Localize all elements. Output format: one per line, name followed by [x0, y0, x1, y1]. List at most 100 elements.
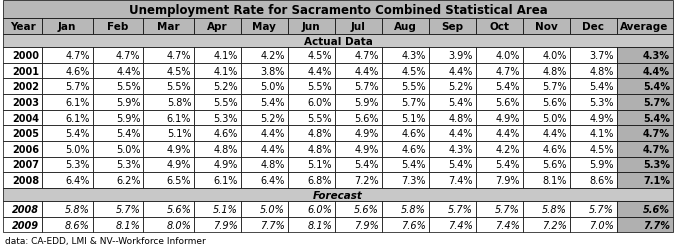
Text: 4.4%: 4.4%	[449, 66, 473, 76]
Bar	[143, 19, 194, 35]
Bar	[617, 19, 673, 35]
Bar	[194, 172, 241, 188]
Text: 8.0%: 8.0%	[166, 220, 191, 230]
Bar	[241, 48, 288, 64]
Text: 5.7%: 5.7%	[643, 98, 670, 108]
Bar	[42, 201, 93, 217]
Bar	[42, 172, 93, 188]
Bar	[335, 64, 382, 79]
Text: 7.2%: 7.2%	[354, 175, 379, 185]
Bar	[617, 201, 673, 217]
Bar	[429, 110, 476, 126]
Bar	[3, 1, 673, 19]
Text: 5.8%: 5.8%	[401, 204, 426, 214]
Text: 5.3%: 5.3%	[643, 160, 670, 170]
Text: 4.9%: 4.9%	[167, 144, 191, 154]
Text: 4.6%: 4.6%	[402, 129, 426, 138]
Text: 4.7%: 4.7%	[116, 51, 141, 61]
Bar	[3, 110, 42, 126]
Bar	[93, 19, 143, 35]
Text: 6.2%: 6.2%	[116, 175, 141, 185]
Text: 8.1%: 8.1%	[116, 220, 141, 230]
Text: 7.3%: 7.3%	[402, 175, 426, 185]
Bar	[335, 142, 382, 157]
Text: 5.7%: 5.7%	[589, 204, 614, 214]
Text: 6.0%: 6.0%	[308, 98, 332, 108]
Text: 5.7%: 5.7%	[402, 98, 426, 108]
Text: Apr: Apr	[207, 22, 228, 32]
Bar	[570, 79, 617, 95]
Text: Actual Data: Actual Data	[304, 36, 372, 46]
Bar	[241, 157, 288, 172]
Text: 8.6%: 8.6%	[65, 220, 90, 230]
Bar	[93, 64, 143, 79]
Bar	[335, 172, 382, 188]
Text: 5.4%: 5.4%	[496, 82, 520, 92]
Text: 4.3%: 4.3%	[402, 51, 426, 61]
Bar	[93, 157, 143, 172]
Bar	[42, 64, 93, 79]
Text: 4.4%: 4.4%	[449, 129, 473, 138]
Text: Average: Average	[621, 22, 669, 32]
Text: 7.4%: 7.4%	[448, 220, 473, 230]
Text: Aug: Aug	[394, 22, 416, 32]
Bar	[42, 48, 93, 64]
Bar	[570, 172, 617, 188]
Bar	[288, 201, 335, 217]
Bar	[241, 201, 288, 217]
Bar	[429, 201, 476, 217]
Bar	[523, 217, 570, 232]
Bar	[3, 188, 673, 201]
Text: 5.7%: 5.7%	[354, 82, 379, 92]
Bar	[570, 157, 617, 172]
Bar	[194, 79, 241, 95]
Text: 5.5%: 5.5%	[308, 113, 332, 123]
Bar	[241, 126, 288, 142]
Bar	[42, 142, 93, 157]
Text: 4.4%: 4.4%	[116, 66, 141, 76]
Text: 4.4%: 4.4%	[308, 66, 332, 76]
Bar	[288, 48, 335, 64]
Text: 5.6%: 5.6%	[542, 160, 567, 170]
Bar	[429, 95, 476, 110]
Text: 2005: 2005	[12, 129, 39, 138]
Bar	[288, 142, 335, 157]
Text: 5.3%: 5.3%	[589, 98, 614, 108]
Bar	[476, 110, 523, 126]
Text: 4.3%: 4.3%	[643, 51, 670, 61]
Text: 4.7%: 4.7%	[66, 51, 90, 61]
Bar	[335, 19, 382, 35]
Bar	[617, 95, 673, 110]
Text: Forecast: Forecast	[313, 190, 363, 200]
Bar	[523, 48, 570, 64]
Text: 5.7%: 5.7%	[448, 204, 473, 214]
Bar	[143, 157, 194, 172]
Text: 5.9%: 5.9%	[354, 98, 379, 108]
Text: 8.6%: 8.6%	[589, 175, 614, 185]
Bar	[570, 126, 617, 142]
Bar	[617, 79, 673, 95]
Bar	[476, 79, 523, 95]
Bar	[194, 217, 241, 232]
Text: 5.0%: 5.0%	[261, 82, 285, 92]
Bar	[3, 64, 42, 79]
Text: 4.5%: 4.5%	[308, 51, 332, 61]
Bar	[382, 142, 429, 157]
Bar	[143, 64, 194, 79]
Bar	[476, 95, 523, 110]
Bar	[617, 217, 673, 232]
Text: 5.5%: 5.5%	[214, 98, 238, 108]
Bar	[429, 64, 476, 79]
Bar	[617, 110, 673, 126]
Text: 5.4%: 5.4%	[589, 82, 614, 92]
Text: 4.4%: 4.4%	[261, 144, 285, 154]
Text: 5.6%: 5.6%	[354, 113, 379, 123]
Text: 2007: 2007	[12, 160, 39, 170]
Bar	[194, 95, 241, 110]
Bar	[382, 64, 429, 79]
Bar	[241, 64, 288, 79]
Bar	[288, 110, 335, 126]
Text: 4.7%: 4.7%	[643, 144, 670, 154]
Bar	[570, 142, 617, 157]
Bar	[3, 172, 42, 188]
